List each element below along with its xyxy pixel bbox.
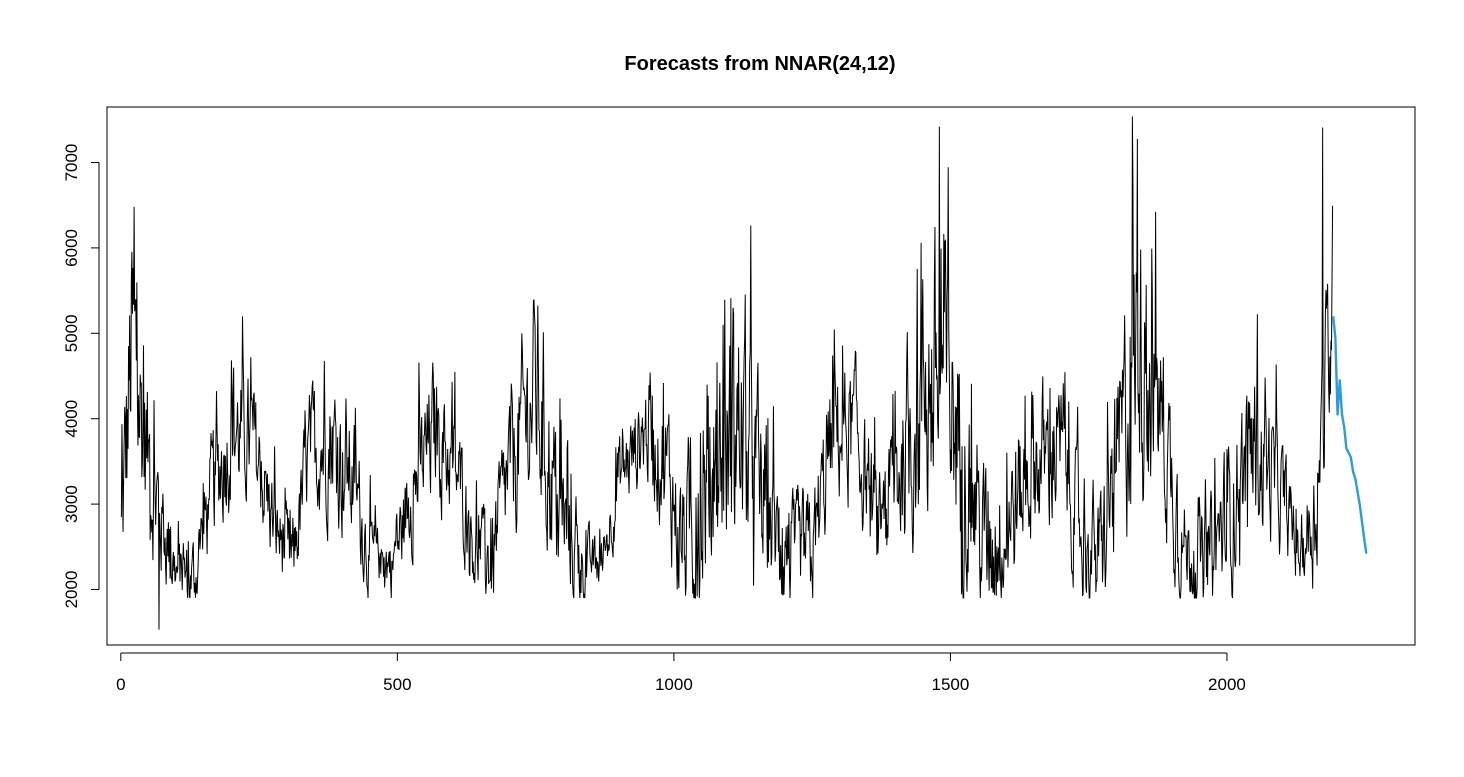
x-tick-label: 500: [383, 675, 411, 694]
y-tick-label: 4000: [62, 400, 81, 438]
y-tick-label: 3000: [62, 485, 81, 523]
plot-frame: [106, 106, 1416, 646]
y-tick-label: 6000: [62, 229, 81, 267]
x-axis: 0 500 1000 1500 2000: [116, 652, 1246, 694]
chart-title: Forecasts from NNAR(24,12): [624, 53, 895, 75]
x-tick-label: 2000: [1208, 675, 1246, 694]
y-axis: 2000 3000 4000 5000 6000 7000: [62, 144, 100, 609]
y-tick-label: 2000: [62, 571, 81, 609]
y-tick-label: 5000: [62, 314, 81, 352]
x-tick-label: 1500: [932, 675, 970, 694]
y-tick-label: 7000: [62, 144, 81, 182]
forecast-series-line: [1331, 316, 1368, 554]
x-tick-label: 1000: [655, 675, 693, 694]
x-tick-label: 0: [116, 675, 125, 694]
series-layer: [120, 116, 1368, 630]
observed-series-line: [120, 116, 1334, 630]
